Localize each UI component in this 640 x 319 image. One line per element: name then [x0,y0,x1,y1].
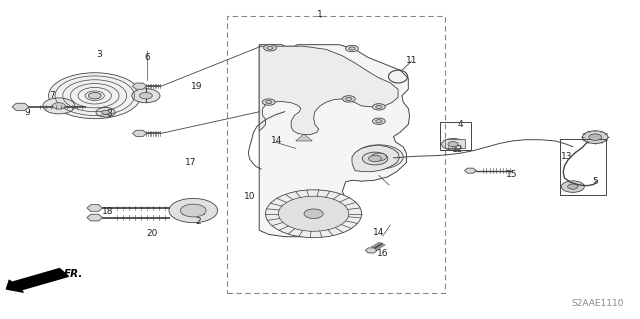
Bar [440,122,471,150]
Text: 5: 5 [593,177,598,186]
Circle shape [169,198,218,223]
Circle shape [376,105,382,108]
Polygon shape [12,103,29,110]
Bar [560,139,606,195]
Text: 14: 14 [373,228,385,237]
Text: 10: 10 [244,192,255,201]
Circle shape [346,97,352,100]
Circle shape [140,93,152,99]
Circle shape [267,46,273,49]
Bar [445,139,465,148]
Circle shape [102,110,109,114]
Text: 3: 3 [97,50,102,59]
Text: 20: 20 [147,229,158,238]
Polygon shape [132,130,147,137]
Polygon shape [87,214,102,221]
Circle shape [346,45,358,52]
Circle shape [372,118,385,124]
Circle shape [294,204,333,223]
Text: 1: 1 [317,10,323,19]
Text: 6: 6 [145,53,150,62]
Circle shape [266,190,362,238]
Text: 17: 17 [185,158,196,167]
Circle shape [589,134,602,140]
Text: 2: 2 [196,217,201,226]
Text: 9: 9 [24,108,29,117]
Circle shape [371,153,387,161]
Circle shape [88,93,101,99]
Text: 16: 16 [377,249,388,258]
Circle shape [568,184,578,189]
Circle shape [52,103,65,109]
Text: 4: 4 [458,120,463,129]
Text: 11: 11 [406,56,417,65]
Circle shape [442,138,465,150]
Polygon shape [259,45,410,237]
Circle shape [355,145,403,169]
Circle shape [43,98,75,114]
Circle shape [376,120,382,123]
Circle shape [304,209,323,219]
Bar [182,207,204,214]
Circle shape [582,131,608,144]
Polygon shape [132,83,147,89]
Circle shape [363,149,395,165]
Polygon shape [352,145,399,172]
Circle shape [561,181,584,192]
Circle shape [448,142,458,147]
Circle shape [180,204,206,217]
Polygon shape [87,205,102,211]
Circle shape [266,100,272,104]
Circle shape [132,89,160,103]
Text: 8: 8 [106,109,111,118]
Polygon shape [465,168,476,173]
Text: 12: 12 [452,145,463,154]
Polygon shape [296,134,312,141]
Circle shape [264,45,276,51]
Text: S2AAE1110: S2AAE1110 [572,299,624,308]
Circle shape [369,155,381,162]
Circle shape [349,47,355,50]
Polygon shape [259,46,398,135]
Text: 7: 7 [50,91,55,100]
Circle shape [96,108,115,117]
Polygon shape [365,248,377,253]
Text: 14: 14 [271,136,282,145]
Circle shape [278,196,349,231]
Circle shape [342,96,355,102]
Text: 19: 19 [191,82,203,91]
Text: 18: 18 [102,207,113,216]
Circle shape [372,104,385,110]
Circle shape [262,99,275,105]
Text: 15: 15 [506,170,518,179]
Bar [227,16,445,293]
Text: FR.: FR. [64,269,83,279]
Circle shape [49,73,141,119]
Polygon shape [12,269,68,290]
Circle shape [362,152,388,165]
Polygon shape [6,280,24,292]
Text: 13: 13 [561,152,572,161]
